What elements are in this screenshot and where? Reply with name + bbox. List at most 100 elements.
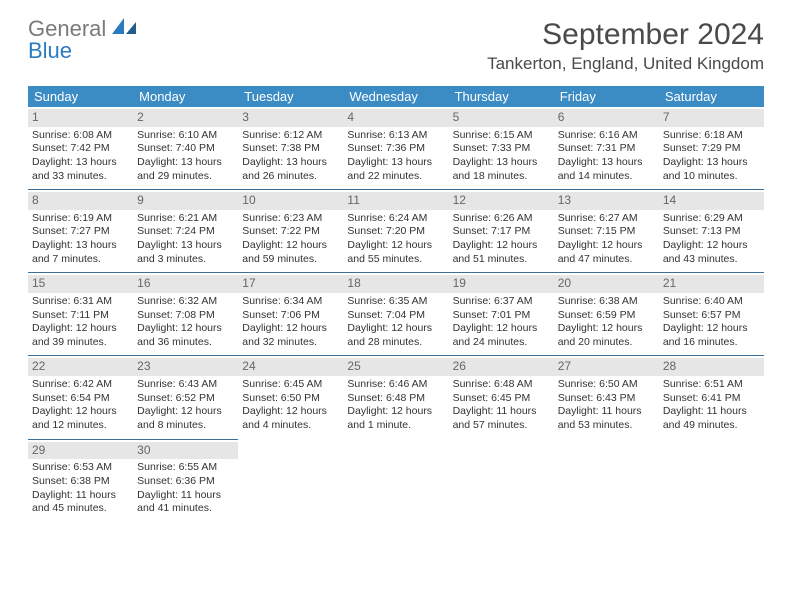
- day-number: 10: [238, 192, 343, 210]
- calendar-cell: 15Sunrise: 6:31 AMSunset: 7:11 PMDayligh…: [28, 273, 133, 356]
- day-number: 30: [133, 442, 238, 460]
- day-number: 11: [343, 192, 448, 210]
- cell-line: and 12 minutes.: [32, 419, 129, 433]
- cell-line: Sunrise: 6:10 AM: [137, 129, 234, 143]
- day-number: 8: [28, 192, 133, 210]
- cell-line: and 20 minutes.: [558, 336, 655, 350]
- cell-line: Sunset: 7:42 PM: [32, 142, 129, 156]
- cell-line: Sunrise: 6:50 AM: [558, 378, 655, 392]
- cell-line: and 41 minutes.: [137, 502, 234, 516]
- cell-line: Sunrise: 6:21 AM: [137, 212, 234, 226]
- cell-line: Daylight: 12 hours: [32, 405, 129, 419]
- calendar-cell: 2Sunrise: 6:10 AMSunset: 7:40 PMDaylight…: [133, 107, 238, 190]
- cell-line: and 47 minutes.: [558, 253, 655, 267]
- calendar-cell: [659, 439, 764, 522]
- cell-line: and 10 minutes.: [663, 170, 760, 184]
- logo: General Blue: [28, 18, 136, 62]
- weekday-header: Monday: [133, 86, 238, 107]
- calendar-head: Sunday Monday Tuesday Wednesday Thursday…: [28, 86, 764, 107]
- cell-line: Sunset: 6:48 PM: [347, 392, 444, 406]
- cell-line: Daylight: 13 hours: [663, 156, 760, 170]
- cell-line: Daylight: 13 hours: [32, 239, 129, 253]
- calendar-cell: 12Sunrise: 6:26 AMSunset: 7:17 PMDayligh…: [449, 190, 554, 273]
- day-number: 5: [449, 109, 554, 127]
- cell-line: and 59 minutes.: [242, 253, 339, 267]
- calendar-cell: [343, 439, 448, 522]
- cell-line: and 39 minutes.: [32, 336, 129, 350]
- cell-line: Daylight: 12 hours: [347, 322, 444, 336]
- cell-line: Sunrise: 6:35 AM: [347, 295, 444, 309]
- cell-line: Sunrise: 6:24 AM: [347, 212, 444, 226]
- calendar-cell: 3Sunrise: 6:12 AMSunset: 7:38 PMDaylight…: [238, 107, 343, 190]
- cell-line: Daylight: 13 hours: [242, 156, 339, 170]
- day-number: 23: [133, 358, 238, 376]
- cell-line: Sunset: 7:27 PM: [32, 225, 129, 239]
- day-number: 9: [133, 192, 238, 210]
- calendar-cell: 18 Sunrise: 6:35 AMSunset: 7:04 PMDayligh…: [343, 273, 448, 356]
- cell-line: and 53 minutes.: [558, 419, 655, 433]
- header: General Blue September 2024 Tankerton, E…: [28, 18, 764, 74]
- calendar-cell: 16Sunrise: 6:32 AMSunset: 7:08 PMDayligh…: [133, 273, 238, 356]
- cell-line: Sunset: 6:41 PM: [663, 392, 760, 406]
- cell-line: Daylight: 12 hours: [242, 239, 339, 253]
- cell-line: Sunset: 7:38 PM: [242, 142, 339, 156]
- cell-line: and 32 minutes.: [242, 336, 339, 350]
- cell-line: Sunrise: 6:12 AM: [242, 129, 339, 143]
- cell-line: Sunset: 7:31 PM: [558, 142, 655, 156]
- cell-line: Daylight: 12 hours: [663, 239, 760, 253]
- cell-line: Sunrise: 6:42 AM: [32, 378, 129, 392]
- calendar-cell: 6Sunrise: 6:16 AMSunset: 7:31 PMDaylight…: [554, 107, 659, 190]
- cell-line: Sunrise: 6:40 AM: [663, 295, 760, 309]
- cell-line: Sunrise: 6:37 AM: [453, 295, 550, 309]
- calendar-cell: [554, 439, 659, 522]
- calendar-cell: 4Sunrise: 6:13 AMSunset: 7:36 PMDaylight…: [343, 107, 448, 190]
- cell-line: Sunrise: 6:38 AM: [558, 295, 655, 309]
- day-number: 29: [28, 442, 133, 460]
- cell-line: Daylight: 13 hours: [558, 156, 655, 170]
- cell-line: Daylight: 11 hours: [32, 489, 129, 503]
- cell-line: Sunset: 7:04 PM: [347, 309, 444, 323]
- cell-line: and 22 minutes.: [347, 170, 444, 184]
- cell-line: Sunset: 7:08 PM: [137, 309, 234, 323]
- cell-line: Sunrise: 6:34 AM: [242, 295, 339, 309]
- calendar-cell: 29Sunrise: 6:53 AMSunset: 6:38 PMDayligh…: [28, 439, 133, 522]
- cell-line: Daylight: 12 hours: [347, 239, 444, 253]
- day-number: 6: [554, 109, 659, 127]
- cell-line: Daylight: 12 hours: [32, 322, 129, 336]
- cell-line: and 18 minutes.: [453, 170, 550, 184]
- cell-line: and 26 minutes.: [242, 170, 339, 184]
- cell-line: Daylight: 11 hours: [453, 405, 550, 419]
- cell-line: Sunset: 7:17 PM: [453, 225, 550, 239]
- cell-line: Sunrise: 6:48 AM: [453, 378, 550, 392]
- weekday-header: Wednesday: [343, 86, 448, 107]
- cell-line: Daylight: 12 hours: [347, 405, 444, 419]
- cell-line: Daylight: 13 hours: [137, 156, 234, 170]
- cell-line: and 7 minutes.: [32, 253, 129, 267]
- cell-line: and 14 minutes.: [558, 170, 655, 184]
- month-title: September 2024: [487, 18, 764, 52]
- calendar-cell: 14Sunrise: 6:29 AMSunset: 7:13 PMDayligh…: [659, 190, 764, 273]
- cell-line: and 51 minutes.: [453, 253, 550, 267]
- cell-line: Sunrise: 6:19 AM: [32, 212, 129, 226]
- cell-line: Daylight: 12 hours: [663, 322, 760, 336]
- cell-line: and 29 minutes.: [137, 170, 234, 184]
- day-number: 13: [554, 192, 659, 210]
- cell-line: Sunrise: 6:13 AM: [347, 129, 444, 143]
- cell-line: and 28 minutes.: [347, 336, 444, 350]
- calendar-cell: 24Sunrise: 6:45 AMSunset: 6:50 PMDayligh…: [238, 356, 343, 439]
- day-number: 17: [238, 275, 343, 293]
- weekday-header: Saturday: [659, 86, 764, 107]
- cell-line: and 33 minutes.: [32, 170, 129, 184]
- cell-line: Sunset: 6:57 PM: [663, 309, 760, 323]
- day-number: 2: [133, 109, 238, 127]
- day-number: 24: [238, 358, 343, 376]
- cell-line: Sunrise: 6:45 AM: [242, 378, 339, 392]
- weekday-header: Friday: [554, 86, 659, 107]
- day-number: 18: [343, 275, 448, 293]
- cell-line: Daylight: 12 hours: [137, 322, 234, 336]
- logo-line2: Blue: [28, 38, 72, 63]
- day-number: 4: [343, 109, 448, 127]
- cell-line: Daylight: 13 hours: [32, 156, 129, 170]
- cell-line: and 45 minutes.: [32, 502, 129, 516]
- day-number: 7: [659, 109, 764, 127]
